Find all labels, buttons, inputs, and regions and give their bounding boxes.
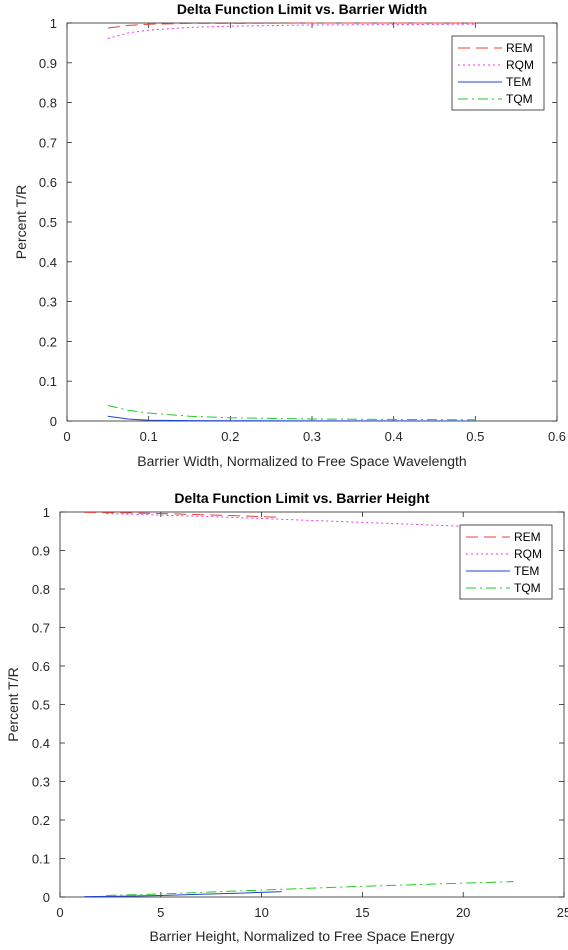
y-tick-label: 1 [50, 16, 57, 31]
y-tick-label: 0.5 [39, 215, 57, 230]
series-line-rqm [107, 23, 476, 40]
x-tick-label: 0.2 [221, 429, 239, 444]
y-tick-label: 0.3 [39, 295, 57, 310]
legend-label-tqm: TQM [506, 92, 533, 106]
y-tick-label: 0.2 [39, 334, 57, 349]
legend-label-rem: REM [514, 530, 541, 544]
series-line-tem [107, 415, 476, 422]
y-axis-label: Percent T/R [13, 185, 29, 259]
y-tick-label: 0.6 [39, 175, 57, 190]
x-tick-label: 25 [557, 905, 568, 920]
x-tick-label: 20 [456, 905, 470, 920]
x-tick-label: 0 [56, 905, 63, 920]
chart-1: 0 0.1 0.2 0.3 0.4 0.5 0.6 0 0.1 0.2 0.3 0.4 0.5 0.6 0.… [13, 1, 566, 469]
y-tick-label: 0 [43, 890, 50, 905]
legend-label-tem: TEM [506, 75, 531, 89]
y-tick-label: 1 [43, 505, 50, 520]
chart-2: 0 5 10 15 20 25 0 0.1 0.2 0.3 0.4 0.5 0.6 0.7 0.8 0.9 1 D… [5, 490, 568, 944]
series-line-tqm [107, 404, 476, 421]
y-tick-label: 0.9 [39, 56, 57, 71]
legend: REM RQM TEM TQM [451, 35, 545, 111]
x-tick-label: 5 [157, 905, 164, 920]
legend-label-rqm: RQM [506, 58, 534, 72]
chart-title: Delta Function Limit vs. Barrier Width [177, 1, 427, 17]
x-tick-label: 0 [63, 429, 70, 444]
y-tick-label: 0.1 [32, 852, 50, 867]
legend-label-rem: REM [506, 41, 533, 55]
y-tick-label: 0.7 [39, 135, 57, 150]
series-line-tqm [106, 881, 514, 896]
y-tick-label: 0.4 [39, 255, 57, 270]
y-tick-label: 0.4 [32, 736, 50, 751]
series-line-rem [107, 22, 476, 29]
y-tick-label: 0.9 [32, 544, 50, 559]
y-tick-label: 0.1 [39, 374, 57, 389]
chart-title: Delta Function Limit vs. Barrier Height [174, 490, 429, 506]
legend-label-tqm: TQM [514, 581, 541, 595]
x-axis-label: Barrier Width, Normalized to Free Space … [137, 453, 466, 469]
series-line-rem [84, 511, 282, 518]
x-tick-label: 10 [254, 905, 268, 920]
series-line-rqm [106, 513, 514, 529]
legend-label-rqm: RQM [514, 547, 542, 561]
x-axis-label: Barrier Height, Normalized to Free Space… [149, 928, 454, 944]
y-tick-label: 0 [50, 414, 57, 429]
legend-label-tem: TEM [514, 564, 539, 578]
y-tick-label: 0.3 [32, 775, 50, 790]
y-tick-label: 0.8 [39, 96, 57, 111]
x-tick-label: 0.5 [466, 429, 484, 444]
x-tick-label: 0.1 [140, 429, 158, 444]
legend: REM RQM TEM TQM [459, 524, 553, 600]
y-tick-label: 0.7 [32, 621, 50, 636]
y-tick-label: 0.5 [32, 698, 50, 713]
x-tick-label: 0.4 [385, 429, 403, 444]
y-tick-label: 0.6 [32, 659, 50, 674]
series-line-tem [84, 891, 282, 898]
x-tick-label: 15 [355, 905, 369, 920]
y-tick-label: 0.8 [32, 582, 50, 597]
y-axis-label: Percent T/R [5, 667, 21, 741]
y-tick-label: 0.2 [32, 813, 50, 828]
x-tick-label: 0.6 [548, 429, 566, 444]
x-tick-label: 0.3 [303, 429, 321, 444]
